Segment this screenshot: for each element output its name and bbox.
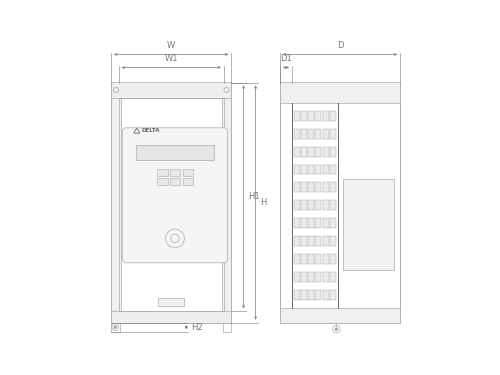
Bar bbox=[158, 298, 184, 306]
Bar bbox=[316, 183, 322, 192]
Bar bbox=[316, 111, 322, 121]
Bar bbox=[322, 147, 328, 156]
Bar bbox=[280, 82, 400, 103]
Bar bbox=[111, 311, 231, 322]
Bar bbox=[322, 290, 328, 300]
Bar bbox=[308, 236, 314, 246]
Text: H: H bbox=[260, 198, 266, 207]
Bar bbox=[316, 147, 322, 156]
Bar bbox=[301, 218, 307, 228]
Bar bbox=[322, 200, 328, 210]
Bar bbox=[330, 147, 336, 156]
Bar bbox=[301, 111, 307, 121]
Bar bbox=[308, 200, 314, 210]
Bar bbox=[330, 200, 336, 210]
Bar bbox=[308, 147, 314, 156]
Bar bbox=[301, 129, 307, 139]
Circle shape bbox=[335, 328, 338, 331]
Bar bbox=[322, 236, 328, 246]
Bar bbox=[301, 290, 307, 300]
Text: DELTA: DELTA bbox=[142, 128, 160, 133]
Bar bbox=[301, 272, 307, 282]
Bar bbox=[111, 82, 231, 322]
Bar bbox=[294, 272, 300, 282]
Bar bbox=[308, 218, 314, 228]
Bar bbox=[308, 111, 314, 121]
Bar bbox=[308, 129, 314, 139]
Bar bbox=[182, 169, 193, 176]
Text: H1: H1 bbox=[248, 192, 260, 201]
Bar bbox=[294, 129, 300, 139]
Bar bbox=[330, 129, 336, 139]
Bar bbox=[301, 236, 307, 246]
Bar bbox=[316, 200, 322, 210]
Bar bbox=[157, 169, 168, 176]
Bar bbox=[322, 129, 328, 139]
Bar bbox=[111, 82, 120, 322]
Bar bbox=[294, 111, 300, 121]
Bar bbox=[316, 272, 322, 282]
Bar bbox=[111, 82, 231, 98]
Bar bbox=[316, 254, 322, 264]
Bar bbox=[294, 218, 300, 228]
Bar bbox=[322, 165, 328, 174]
Bar bbox=[301, 254, 307, 264]
Bar bbox=[294, 147, 300, 156]
Bar bbox=[294, 236, 300, 246]
Bar bbox=[343, 178, 394, 270]
Bar bbox=[280, 308, 400, 322]
Bar bbox=[170, 169, 180, 176]
Text: H2: H2 bbox=[191, 322, 202, 332]
Bar bbox=[280, 82, 400, 322]
Bar bbox=[316, 129, 322, 139]
Bar bbox=[301, 165, 307, 174]
Bar bbox=[322, 218, 328, 228]
Bar bbox=[330, 183, 336, 192]
Bar bbox=[316, 165, 322, 174]
Bar bbox=[222, 82, 231, 322]
Bar bbox=[316, 290, 322, 300]
Text: W: W bbox=[167, 41, 175, 50]
Bar bbox=[170, 178, 180, 185]
Bar bbox=[322, 254, 328, 264]
Bar bbox=[322, 183, 328, 192]
Bar bbox=[330, 272, 336, 282]
Bar bbox=[301, 147, 307, 156]
Bar bbox=[301, 183, 307, 192]
Text: D1: D1 bbox=[280, 54, 292, 63]
Bar bbox=[119, 98, 224, 311]
Bar bbox=[330, 165, 336, 174]
Bar bbox=[294, 200, 300, 210]
Bar bbox=[294, 290, 300, 300]
Bar bbox=[316, 218, 322, 228]
Bar bbox=[330, 254, 336, 264]
Bar bbox=[308, 272, 314, 282]
Bar bbox=[322, 111, 328, 121]
Bar bbox=[308, 165, 314, 174]
Bar bbox=[301, 200, 307, 210]
Bar bbox=[316, 236, 322, 246]
Bar bbox=[330, 290, 336, 300]
Bar bbox=[330, 236, 336, 246]
Bar bbox=[294, 254, 300, 264]
Bar bbox=[308, 290, 314, 300]
Bar bbox=[111, 322, 120, 332]
Circle shape bbox=[114, 326, 117, 328]
Bar bbox=[294, 183, 300, 192]
Text: W1: W1 bbox=[164, 54, 178, 63]
Bar bbox=[330, 111, 336, 121]
Bar bbox=[308, 254, 314, 264]
Bar bbox=[157, 178, 168, 185]
Bar bbox=[330, 218, 336, 228]
Bar bbox=[182, 178, 193, 185]
Bar bbox=[308, 183, 314, 192]
Bar bbox=[322, 272, 328, 282]
Bar bbox=[294, 165, 300, 174]
Bar bbox=[136, 145, 214, 160]
Bar bbox=[223, 322, 231, 332]
FancyBboxPatch shape bbox=[122, 128, 228, 263]
Text: D: D bbox=[337, 41, 343, 50]
